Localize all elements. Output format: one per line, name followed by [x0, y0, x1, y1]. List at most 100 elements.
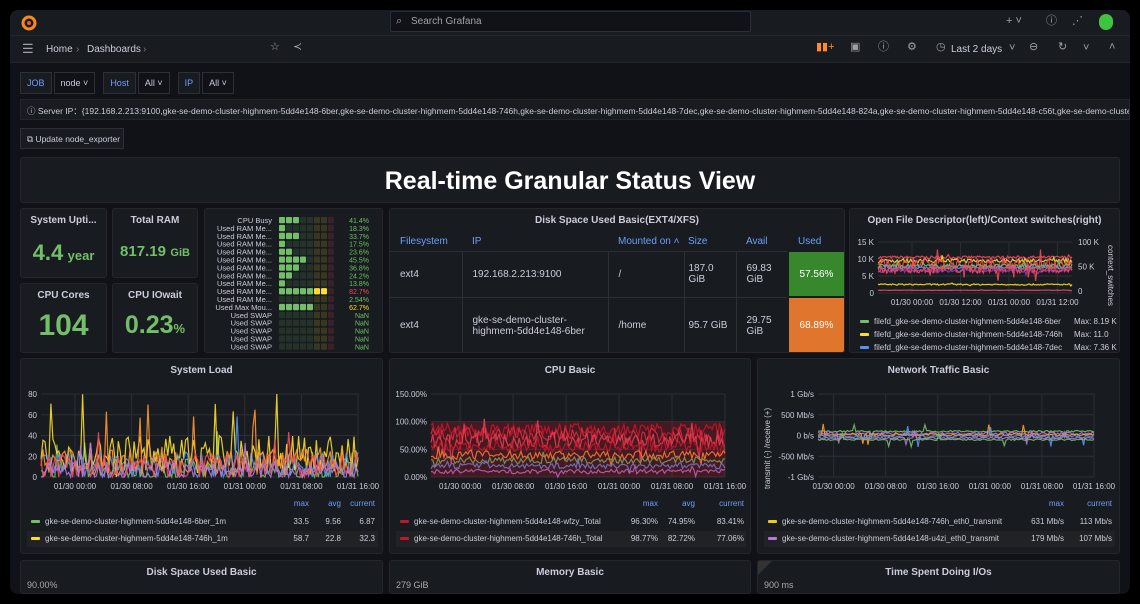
zoom-out-icon[interactable]: ⊖ [1029, 41, 1039, 53]
chevron-down-icon[interactable]: ˅ [1009, 42, 1016, 54]
cell-mounted-on: /home [608, 297, 685, 352]
collapse-icon[interactable]: ˄ [1109, 41, 1116, 53]
time-range-picker[interactable]: Last 2 days [951, 44, 1003, 55]
gauge-cell [328, 288, 334, 295]
gauge-cell [321, 319, 327, 326]
link-label: Update node_exporter [35, 134, 121, 144]
legend-value: 6.87 [359, 517, 375, 526]
gauge-label: Used SWAP [231, 335, 272, 344]
breadcrumb-home[interactable]: Home [46, 44, 73, 55]
bar-gauge-panel: CPU Busy 41.4% Used RAM Me... 18.3% Used RAM… [204, 208, 383, 353]
save-icon[interactable]: ▣ [850, 41, 861, 53]
variables-bar: JOB node ˅ Host All ˅ IP All ˅ [20, 72, 234, 94]
gauge-cell [328, 232, 334, 240]
gauge-cell [321, 248, 327, 255]
gauge-cell [300, 319, 306, 326]
x-tick-label: 01/31 00:00 [224, 482, 267, 491]
gauge-cell [293, 232, 299, 240]
gauge-cell [293, 296, 299, 303]
legend-series-name: gke-se-demo-cluster-highmem-5dd4e148-wfz… [414, 517, 601, 526]
info-corner-icon[interactable] [758, 561, 772, 575]
column-header-used[interactable]: Used [788, 233, 844, 252]
gauge-cell [314, 256, 320, 263]
share-icon[interactable]: ≺ [293, 41, 303, 53]
series-line [430, 431, 726, 458]
gauge-cell [328, 335, 334, 342]
x-tick-label: 01/31 08:00 [651, 482, 694, 491]
legend-color-swatch [860, 333, 869, 336]
gauge-cell [307, 288, 313, 295]
legend-header-avg: avg [682, 499, 695, 508]
menu-icon[interactable]: ☰ [22, 41, 34, 56]
legend-color-swatch [860, 320, 869, 323]
y-tick-label: 150.00% [395, 390, 427, 399]
variable-select-host[interactable]: All ˅ [137, 72, 170, 94]
variable-value: All [209, 78, 220, 88]
gauge-cell [314, 327, 320, 334]
gauge-cell [293, 224, 299, 232]
panel-title: Open File Descriptor(left)/Context switc… [867, 215, 1102, 226]
gauge-value: 82.7% [349, 289, 369, 296]
gauge-cell [321, 288, 327, 295]
gauge-cell [307, 256, 313, 263]
open-file-descriptor-panel: Open File Descriptor(left)/Context switc… [849, 208, 1120, 353]
legend-value: 22.8 [325, 534, 341, 543]
gauge-cell [328, 343, 334, 350]
breadcrumb-dashboards[interactable]: Dashboards [87, 44, 141, 55]
y-tick-label: 500 Mb/s [781, 411, 814, 420]
cell-size: 95.7 GiB [684, 297, 737, 352]
legend-header-current: current [1087, 499, 1113, 508]
info-icon[interactable]: ⓘ [878, 41, 889, 53]
column-header-avail[interactable]: Avail [736, 233, 788, 252]
y-tick-label: 40 [28, 432, 37, 441]
gauge-cell [293, 335, 299, 342]
plus-icon[interactable]: + ˅ [1006, 15, 1022, 27]
legend-stat: Max: 11.0 [1074, 330, 1109, 339]
gauge-cell [307, 327, 313, 334]
add-panel-icon[interactable]: ▮▮+ [816, 41, 835, 53]
gauge-cell [286, 303, 292, 311]
gauge-cell [279, 272, 285, 279]
grafana-logo-icon[interactable] [21, 14, 37, 31]
cell-ip: gke-se-demo-cluster-highmem-5dd4e148-6be… [462, 297, 609, 352]
gauge-value: 24.2% [349, 273, 369, 280]
gauge-cell [293, 280, 299, 287]
grafana-window: Search Grafana ⌕ + ˅ ⓘ ⋰ ☰ Home › Dashbo… [10, 10, 1130, 594]
stat-value: 817.19 [120, 243, 166, 260]
gauge-cell [293, 343, 299, 350]
update-node-exporter-link[interactable]: ⧉ Update node_exporter [20, 128, 124, 149]
gauge-cell [321, 256, 327, 263]
avatar[interactable] [1099, 14, 1113, 30]
search-input[interactable]: Search Grafana [390, 11, 751, 32]
refresh-icon[interactable]: ↻ [1058, 41, 1068, 53]
legend-series-name: filefd_gke-se-demo-cluster-highmem-5dd4e… [874, 330, 1063, 339]
settings-icon[interactable]: ⚙ [907, 41, 917, 53]
legend-series-name: gke-se-demo-cluster-highmem-5dd4e148-746… [414, 534, 603, 543]
gauge-cell [300, 224, 306, 232]
gauge-cell [328, 224, 334, 232]
gauge-cell [286, 280, 292, 287]
help-icon[interactable]: ⓘ [1046, 15, 1057, 27]
column-header-size[interactable]: Size [684, 233, 736, 252]
legend-series-name: gke-se-demo-cluster-highmem-5dd4e148-746… [45, 534, 228, 543]
breadcrumb-separator: › [143, 44, 147, 55]
gauge-cell [286, 327, 292, 334]
series-line [877, 249, 1073, 278]
variable-value: node [60, 78, 81, 88]
cell-avail: 29.75 GiB [736, 297, 789, 352]
gauge-cell [279, 311, 285, 319]
cell-ip: 192.168.2.213:9100 [462, 251, 609, 298]
gauge-cell [307, 264, 313, 271]
column-header-filesystem[interactable]: Filesystem [390, 233, 462, 252]
series-line [430, 463, 726, 479]
chevron-down-icon[interactable]: ˅ [1083, 42, 1090, 54]
x-tick-label: 01/30 00:00 [439, 482, 482, 491]
gauge-value: NaN [355, 321, 369, 328]
news-icon[interactable]: ⋰ [1072, 15, 1083, 27]
variable-select-ip[interactable]: All ˅ [202, 72, 234, 94]
star-icon[interactable]: ☆ [270, 41, 280, 53]
column-header-mounted-on[interactable]: Mounted on ˄ [608, 233, 684, 252]
column-header-ip[interactable]: IP [462, 233, 608, 252]
variable-label-job: JOB [20, 72, 52, 94]
variable-select-job[interactable]: node ˅ [53, 72, 96, 94]
